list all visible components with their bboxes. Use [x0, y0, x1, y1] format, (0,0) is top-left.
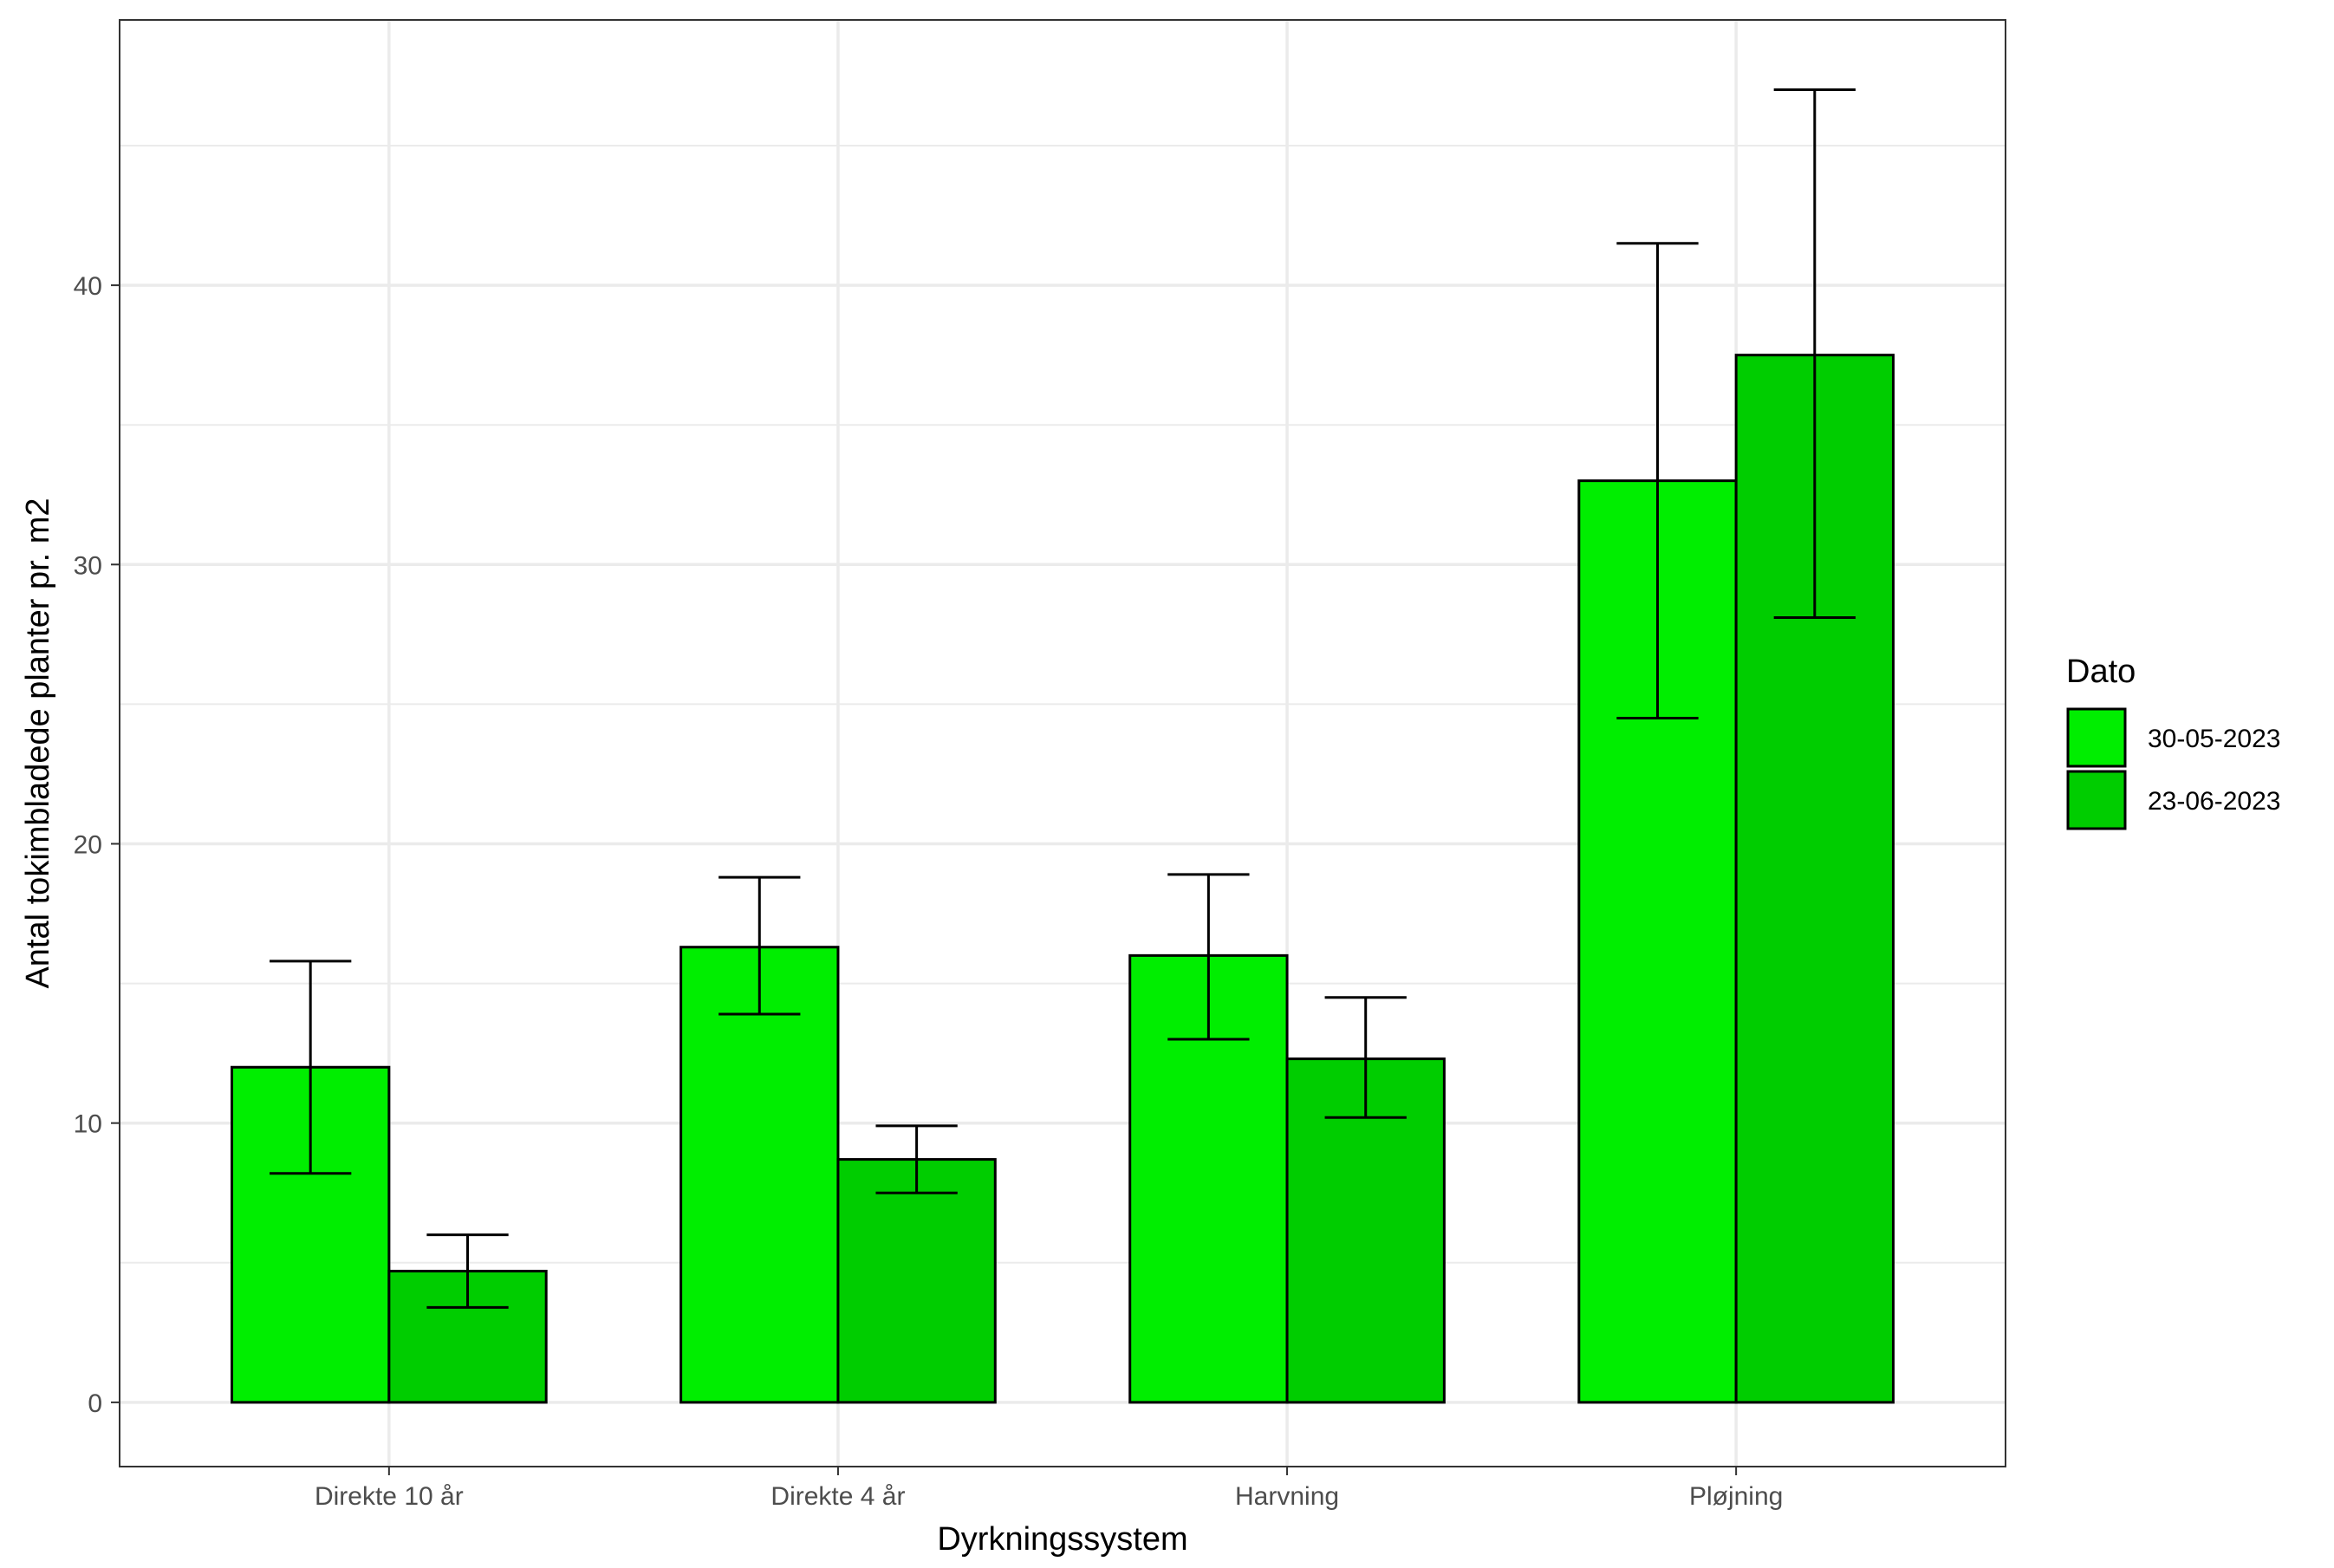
error-bar-30-05-2023-direkte-10-a-r [270, 960, 352, 1175]
bars [231, 354, 1895, 1404]
legend-title: Dato [2066, 654, 2136, 690]
x-axis-title: Dyrkningssystem [937, 1521, 1187, 1558]
error-bar-23-06-2023-pl-jning [1773, 88, 1856, 620]
error-bar-30-05-2023-direkte-4-a-r [718, 875, 801, 1016]
y-tick-label: 40 [74, 272, 102, 301]
panel-border [119, 19, 2006, 1467]
error-bar-30-05-2023-pl-jning [1616, 242, 1699, 720]
y-tick-label: 30 [74, 551, 102, 580]
error-bar-23-06-2023-direkte-4-a-r [875, 1124, 958, 1194]
y-axis-title: Antal tokimbladede planter pr. m2 [20, 498, 56, 988]
x-tick-label: Direkte 4 år [770, 1482, 905, 1511]
legend-label-23-06-2023: 23-06-2023 [2148, 787, 2280, 816]
error-bar-23-06-2023-harvning [1324, 996, 1407, 1119]
bar-30-05-2023-direkte-4-a-r [679, 946, 840, 1404]
x-axis: Direkte 10 år Direkte 4 år Harvning Pløjnin… [315, 1467, 1783, 1511]
legend-label-30-05-2023: 30-05-2023 [2148, 725, 2280, 753]
y-tick-label: 0 [88, 1389, 102, 1418]
error-bar-30-05-2023-harvning [1167, 873, 1250, 1041]
error-bar-23-06-2023-direkte-10-a-r [426, 1233, 509, 1309]
legend: Dato 30-05-2023 23-06-2023 [2066, 654, 2280, 830]
x-tick-label: Harvning [1235, 1482, 1339, 1511]
legend-key-30-05-2023 [2066, 707, 2127, 768]
bar-23-06-2023-direkte-4-a-r [836, 1158, 997, 1404]
legend-key-23-06-2023 [2066, 770, 2127, 830]
y-tick-label: 20 [74, 830, 102, 859]
y-tick-label: 10 [74, 1110, 102, 1139]
y-axis: 0 10 20 30 40 [74, 272, 120, 1418]
x-tick-label: Direkte 10 år [315, 1482, 464, 1511]
error-bars [270, 88, 1856, 1309]
x-tick-label: Pløjning [1689, 1482, 1783, 1511]
